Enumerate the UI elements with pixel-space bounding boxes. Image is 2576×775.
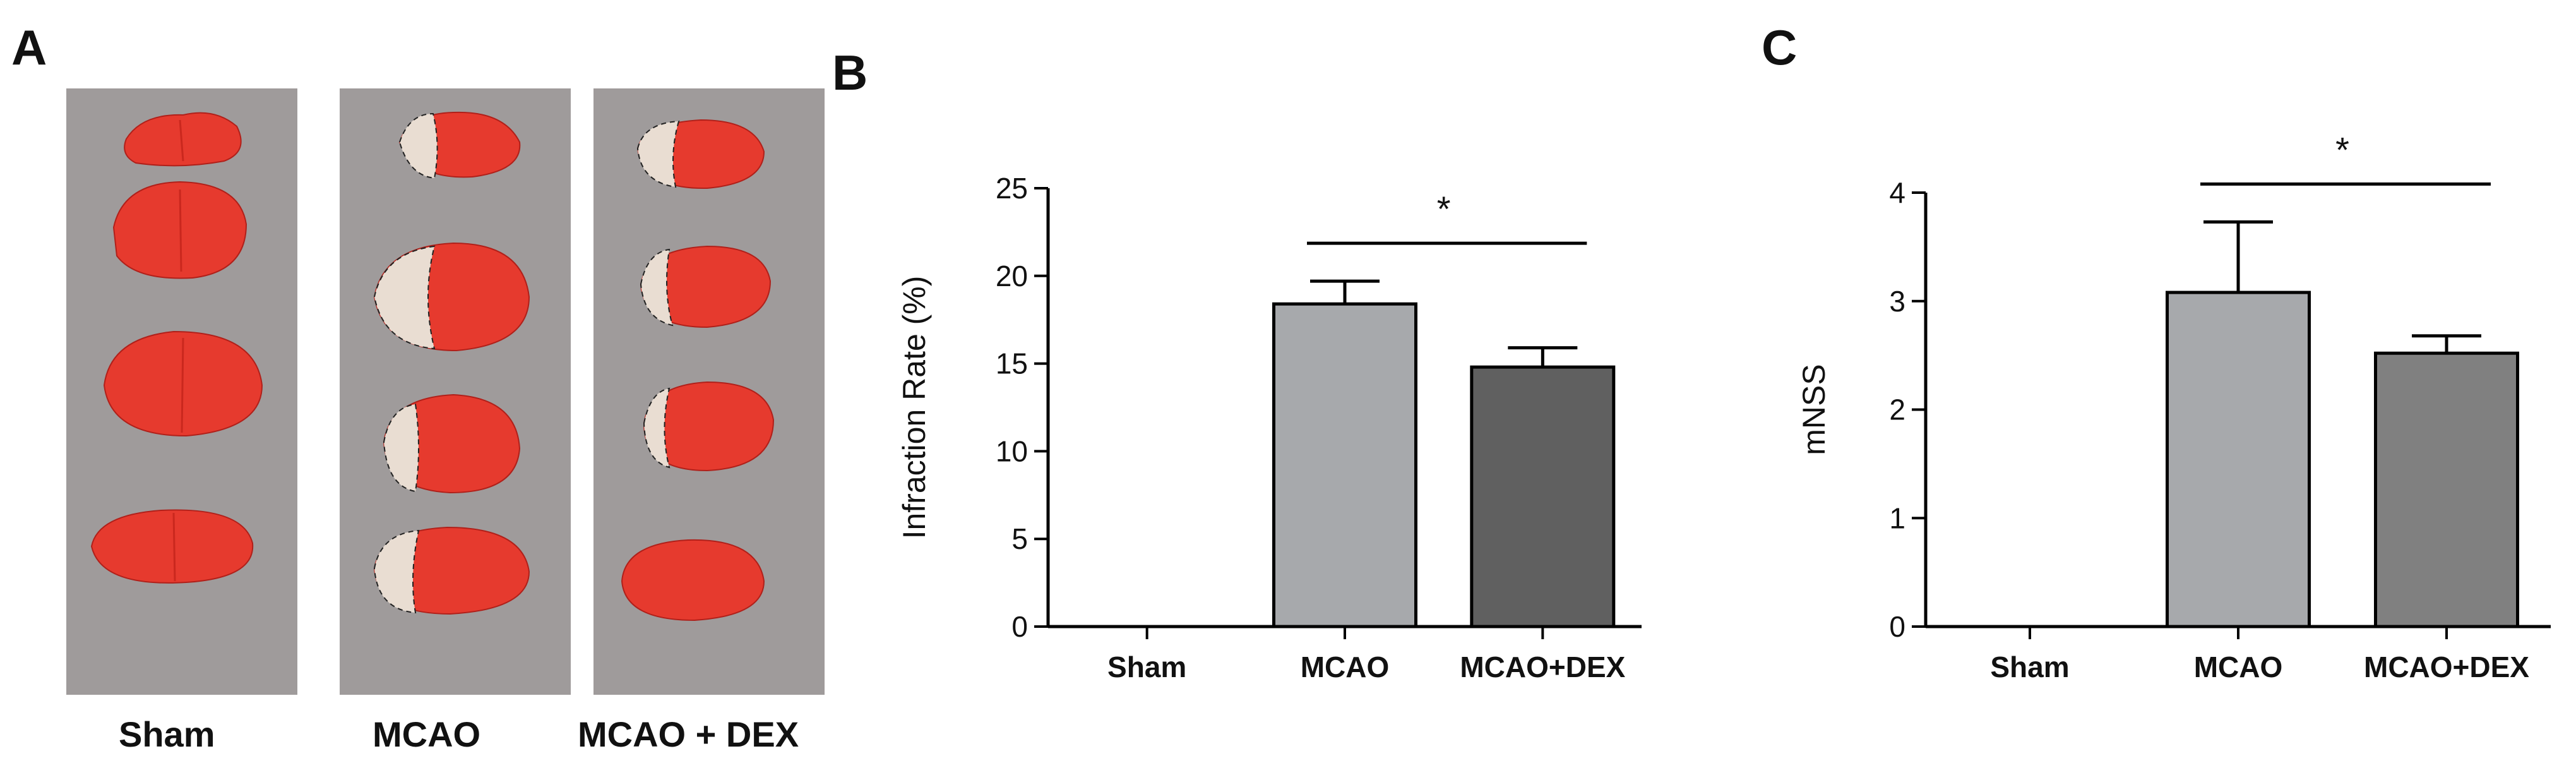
infarct-region [398,112,438,179]
brain-slice [90,509,254,584]
x-tick-label: MCAO+DEX [2364,651,2529,683]
y-axis-label: mNSS [1796,364,1832,455]
y-tick-label: 1 [1889,502,1905,534]
x-tick-label: Sham [1107,651,1186,683]
y-axis-label: Infraction Rate (%) [897,276,932,539]
panel-b-letter: B [832,45,868,100]
infarct-region [383,403,419,493]
significance-star: * [1437,189,1451,229]
y-tick-label: 0 [1011,610,1028,643]
infarct-region [373,245,436,350]
y-tick-label: 5 [1011,522,1028,555]
infarct-region [636,120,680,188]
bar [2374,351,2519,628]
brain-slice [621,539,765,622]
bar [2166,291,2311,628]
brain-slice [640,245,772,328]
y-tick-label: 2 [1889,394,1905,426]
infarct-region [640,248,674,327]
group-label-mcao-dex: MCAO + DEX [578,714,799,754]
significance-star: * [2335,129,2349,169]
y-tick-label: 3 [1889,285,1905,318]
group-label-sham: Sham [119,714,215,754]
panel-a-letter: A [11,20,47,75]
brain-slices-sham [90,112,263,584]
y-tick-label: 0 [1889,610,1905,643]
bar [1470,365,1616,628]
brain-slice [124,112,242,167]
panel-c-letter: C [1762,20,1798,75]
y-tick-label: 15 [996,347,1028,380]
photo-mcao-dex [593,88,825,695]
photo-sham [66,88,297,695]
y-tick-label: 10 [996,435,1028,467]
mnss-chart: 0 1 2 3 4 mNSS Sham MCAO MCAO+DEX * [1796,129,2551,683]
x-tick-label: MCAO [1301,651,1390,683]
infarct-region [373,529,420,614]
infraction-rate-chart: 0 5 10 15 20 25 Infraction Rate (%) Sham MCAO MCA… [897,172,1642,683]
x-tick-label: MCAO [2194,651,2283,683]
photo-mcao [340,88,571,695]
y-tick-label: 25 [996,172,1028,205]
bar [1272,302,1417,628]
x-tick-label: Sham [1990,651,2069,683]
y-tick-label: 4 [1889,176,1905,209]
brain-slices-mcao-dex [621,119,775,622]
brain-slices-mcao [373,111,530,615]
x-tick-label: MCAO+DEX [1460,651,1625,683]
brain-slice [643,381,775,472]
infarct-region [643,387,671,469]
y-tick-label: 20 [996,260,1028,292]
group-label-mcao: MCAO [373,714,481,754]
